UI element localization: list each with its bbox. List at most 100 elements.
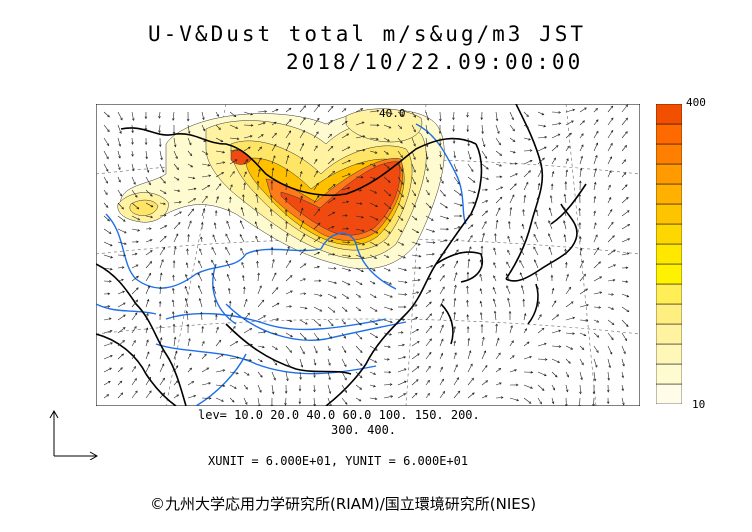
wind-arrow	[355, 306, 361, 312]
wind-arrow	[187, 220, 192, 230]
wind-arrow	[355, 267, 364, 272]
wind-arrow-head	[332, 184, 336, 187]
wind-arrow-head	[372, 281, 376, 285]
wind-arrow	[355, 358, 363, 366]
wind-arrow	[439, 239, 448, 243]
wind-arrow	[549, 207, 553, 217]
wind-arrow	[411, 189, 416, 196]
wind-arrow	[537, 111, 544, 115]
wind-arrow	[211, 273, 217, 282]
wind-arrow-head	[522, 298, 526, 302]
wind-arrow-head	[189, 142, 192, 146]
wind-arrow-head	[147, 363, 151, 367]
wind-arrow	[355, 189, 362, 191]
wind-arrow-head	[389, 333, 393, 336]
wind-arrow	[327, 397, 332, 406]
wind-arrow-head	[459, 214, 463, 218]
wind-arrow	[243, 358, 252, 361]
wind-arrow	[621, 332, 627, 341]
wind-arrow-head	[401, 113, 404, 117]
wind-arrow-head	[200, 221, 204, 225]
wind-arrow-head	[275, 108, 279, 112]
wind-arrow-head	[374, 191, 378, 194]
wind-arrow-head	[328, 348, 331, 352]
wind-arrow	[453, 340, 456, 347]
wind-arrow-head	[498, 352, 501, 356]
wind-arrow-head	[551, 287, 555, 291]
wind-arrow	[313, 208, 320, 217]
wind-arrow	[159, 337, 162, 347]
wind-arrow	[327, 319, 334, 327]
wind-arrow	[103, 111, 110, 118]
wind-arrow-head	[270, 404, 274, 406]
wind-arrow-head	[316, 117, 320, 121]
wind-arrow	[257, 273, 260, 282]
wind-arrow-head	[563, 206, 566, 210]
wind-arrow	[299, 184, 302, 191]
wind-arrow-head	[159, 286, 162, 290]
wind-arrow-head	[220, 139, 224, 142]
wind-arrow-head	[313, 389, 316, 393]
wind-arrow	[551, 358, 560, 363]
wind-arrow-head	[431, 252, 435, 256]
wind-arrow	[369, 371, 376, 375]
wind-arrow	[270, 223, 273, 230]
wind-arrow-head	[571, 120, 574, 123]
wind-arrow-head	[270, 180, 274, 184]
wind-arrow	[187, 395, 196, 399]
wind-arrow	[257, 111, 267, 113]
wind-arrow-head	[314, 158, 318, 162]
wind-arrow-head	[228, 300, 232, 304]
wind-arrow-head	[413, 129, 416, 133]
wind-arrow-head	[522, 208, 525, 212]
wind-arrow-head	[163, 180, 166, 184]
wind-arrow	[439, 367, 443, 373]
wind-arrow	[453, 285, 457, 295]
wind-arrow-head	[135, 264, 139, 267]
wind-arrow-head	[236, 148, 240, 151]
wind-arrow	[200, 236, 203, 243]
wind-arrow	[271, 259, 275, 269]
wind-arrow	[103, 163, 109, 172]
wind-arrow-head	[374, 397, 378, 401]
wind-arrow	[506, 261, 511, 269]
wind-arrow-head	[255, 193, 259, 197]
wind-arrow	[369, 150, 378, 154]
wind-arrow	[411, 291, 419, 295]
wind-arrow-head	[536, 286, 540, 290]
wind-arrow	[481, 233, 485, 243]
wind-arrow-head	[202, 340, 205, 344]
wind-arrow	[173, 380, 179, 386]
wind-arrow-head	[361, 121, 365, 125]
wind-arrow	[341, 371, 347, 381]
wind-arrow	[523, 182, 529, 191]
wind-arrow	[173, 150, 178, 159]
wind-arrow	[425, 202, 432, 209]
wind-arrow	[215, 111, 219, 117]
wind-arrow	[621, 145, 627, 152]
wind-arrow-head	[348, 254, 352, 258]
wind-arrow-head	[543, 342, 547, 346]
wind-arrow	[229, 397, 235, 403]
wind-arrow-head	[610, 142, 613, 146]
wind-arrow	[425, 124, 428, 134]
wind-arrow	[621, 358, 625, 367]
wind-arrow	[313, 293, 322, 297]
wind-arrow	[355, 397, 362, 402]
wind-arrow	[185, 286, 189, 295]
wind-arrow	[467, 350, 471, 360]
wind-arrow-head	[622, 363, 625, 367]
wind-arrow-head	[609, 156, 612, 159]
wind-arrow-head	[344, 402, 348, 405]
wind-arrow	[214, 300, 217, 308]
wind-arrow-head	[287, 142, 291, 146]
wind-arrow-head	[330, 119, 333, 123]
wind-arrow	[383, 358, 390, 360]
wind-arrow-head	[439, 167, 443, 171]
wind-arrow-head	[218, 127, 221, 130]
wind-arrow-head	[526, 341, 530, 345]
wind-arrow-head	[403, 368, 407, 371]
wind-arrow-head	[328, 391, 332, 395]
wind-arrow-head	[493, 275, 496, 279]
wind-arrow-head	[247, 312, 250, 316]
